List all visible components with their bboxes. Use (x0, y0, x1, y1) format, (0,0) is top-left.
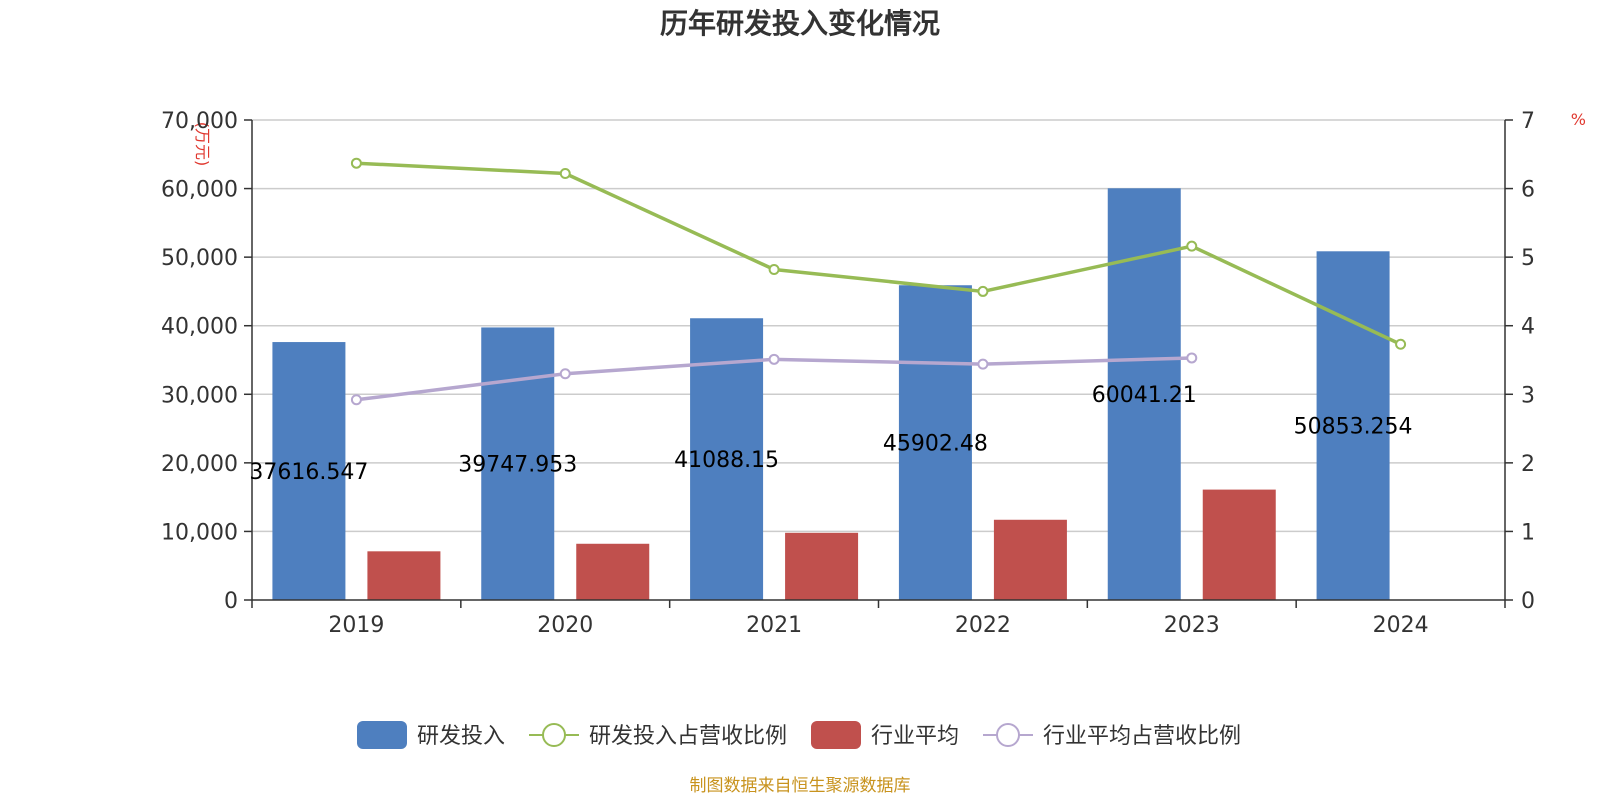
legend-swatch-marker (996, 723, 1020, 747)
right-tick-label: 5 (1521, 246, 1535, 271)
bar-value-label: 37616.547 (249, 460, 368, 485)
point-rd-ratio (1186, 240, 1198, 252)
point-industry-ratio (977, 358, 989, 370)
legend-label: 行业平均 (871, 724, 959, 749)
line-rd-ratio (356, 161, 1402, 346)
right-tick-label: 1 (1521, 520, 1535, 545)
gridlines (252, 119, 1505, 533)
legend-swatch-bar (357, 721, 407, 749)
left-tick-label: 30,000 (161, 383, 238, 408)
bar-industry-average (1202, 489, 1276, 600)
right-axis-unit: % (1571, 110, 1586, 129)
bar-value-label: 39747.953 (458, 453, 577, 478)
right-tick-label: 0 (1521, 589, 1535, 614)
left-tick-label: 20,000 (161, 452, 238, 477)
x-tick-label: 2019 (328, 613, 384, 638)
left-tick-label: 10,000 (161, 520, 238, 545)
x-tick-label: 2024 (1373, 613, 1429, 638)
source-note: 制图数据来自恒生聚源数据库 (690, 776, 911, 796)
bar-rd-investment (898, 285, 972, 600)
data-labels: 37616.547 39747.953 41088.15 45902.48 60041.… (249, 383, 1412, 485)
axes: 0 10,000 20,000 30,000 40,000 50,000 60,000 70,… (161, 109, 1535, 638)
left-tick-label: 60,000 (161, 178, 238, 203)
left-tick-label: 40,000 (161, 315, 238, 340)
right-tick-label: 7 (1521, 109, 1535, 134)
x-tick-label: 2020 (537, 613, 593, 638)
right-tick-label: 2 (1521, 452, 1535, 477)
bar-value-label: 50853.254 (1294, 415, 1413, 440)
point-rd-ratio (768, 263, 780, 275)
left-tick-label: 0 (224, 589, 238, 614)
left-tick-label: 70,000 (161, 109, 238, 134)
point-industry-ratio (1186, 352, 1198, 364)
lines (350, 157, 1407, 406)
bar-rd-investment (481, 327, 555, 600)
right-tick-label: 4 (1521, 315, 1535, 340)
legend-label: 研发投入占营收比例 (589, 724, 787, 749)
bar-industry-average (785, 532, 859, 600)
point-rd-ratio (559, 167, 571, 179)
right-tick-label: 6 (1521, 178, 1535, 203)
point-industry-ratio (559, 368, 571, 380)
point-industry-ratio (350, 394, 362, 406)
point-industry-ratio (768, 353, 780, 365)
x-tick-label: 2021 (746, 613, 802, 638)
legend: 研发投入 研发投入占营收比例 行业平均 行业平均占营收比例 (357, 721, 1241, 749)
legend-swatch-marker (542, 723, 566, 747)
left-axis-unit: (万元) (193, 122, 212, 167)
x-tick-label: 2023 (1164, 613, 1220, 638)
left-tick-label: 50,000 (161, 246, 238, 271)
legend-label: 研发投入 (417, 724, 505, 749)
bar-industry-average (576, 543, 650, 600)
point-rd-ratio (350, 157, 362, 169)
x-tick-label: 2022 (955, 613, 1011, 638)
bar-rd-investment (272, 342, 346, 600)
bar-value-label: 60041.21 (1092, 383, 1197, 408)
chart-title: 历年研发投入变化情况 (660, 7, 940, 40)
legend-label: 行业平均占营收比例 (1043, 724, 1241, 749)
right-tick-label: 3 (1521, 383, 1535, 408)
point-rd-ratio (1395, 338, 1407, 350)
bar-industry-average (993, 519, 1067, 600)
legend-swatch-bar (811, 721, 861, 749)
point-rd-ratio (977, 285, 989, 297)
bar-value-label: 41088.15 (674, 448, 779, 473)
bar-industry-average (367, 551, 441, 600)
bar-value-label: 45902.48 (883, 432, 988, 457)
